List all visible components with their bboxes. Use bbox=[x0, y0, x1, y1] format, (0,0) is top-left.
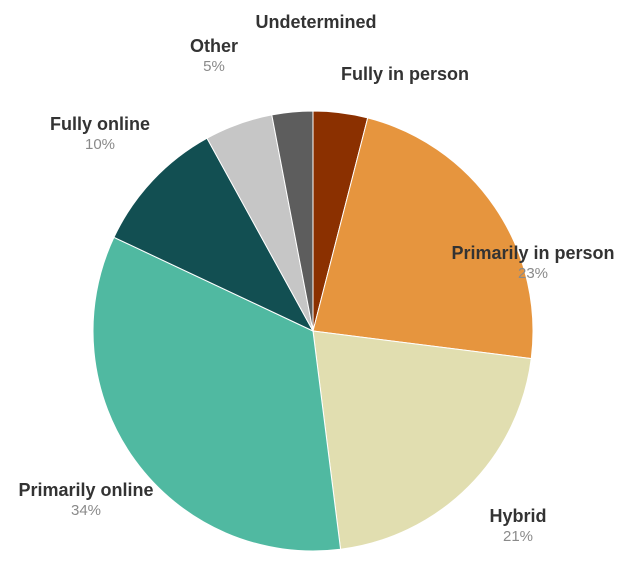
slice-fully-online bbox=[113, 137, 315, 333]
slice-label-other: Other bbox=[190, 36, 238, 56]
slice-undetermined bbox=[271, 110, 314, 332]
slice-label-fully-in-person: Fully in person bbox=[341, 64, 469, 84]
slice-label-fully-online: Fully online bbox=[50, 114, 150, 134]
pie-slices bbox=[92, 110, 534, 552]
slice-label-primarily-online: Primarily online bbox=[18, 480, 153, 500]
slice-value-label-primarily-in-person: 23% bbox=[518, 265, 548, 282]
slice-value-label-other: 5% bbox=[203, 58, 225, 75]
slice-value-label-hybrid: 21% bbox=[503, 528, 533, 545]
slice-label-hybrid: Hybrid bbox=[489, 506, 546, 526]
slice-primarily-in-person bbox=[312, 117, 534, 360]
slice-primarily-online bbox=[92, 236, 342, 552]
pie-labels: Fully in person Primarily in person 23% Hyb… bbox=[18, 12, 614, 545]
slice-value-label-fully-online: 10% bbox=[85, 136, 115, 153]
slice-label-primarily-in-person: Primarily in person bbox=[451, 243, 614, 263]
slice-value-label-primarily-online: 34% bbox=[71, 502, 101, 519]
slice-hybrid bbox=[312, 330, 532, 550]
slice-label-undetermined: Undetermined bbox=[255, 12, 376, 32]
